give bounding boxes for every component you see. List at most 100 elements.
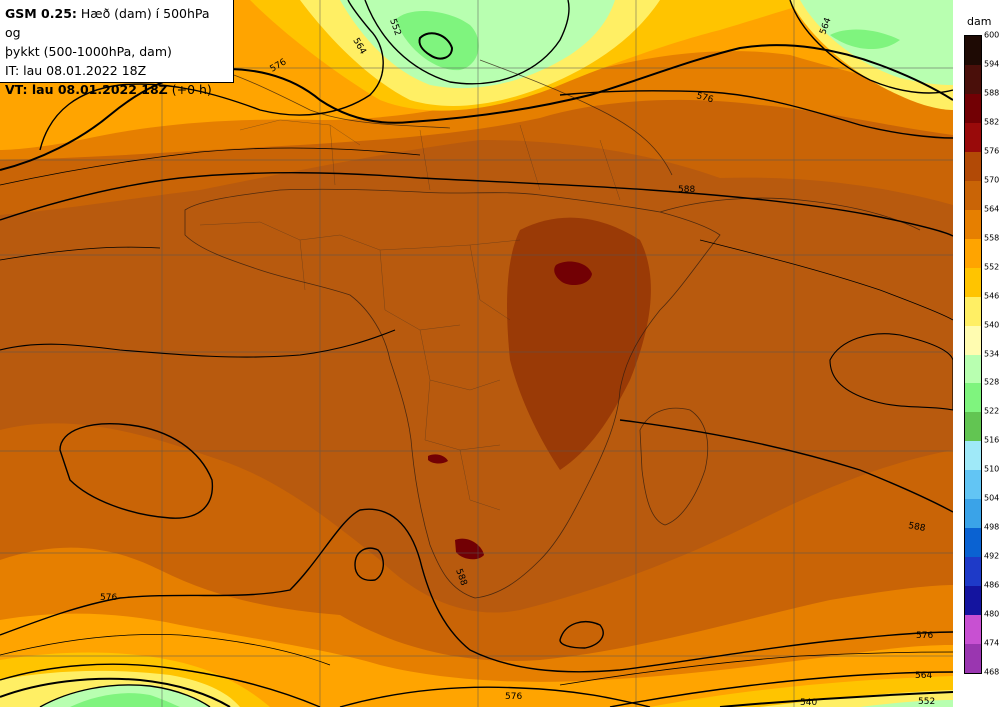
legend-tick-528: 528 bbox=[984, 377, 1000, 387]
fill-558-band-south bbox=[0, 613, 953, 707]
fill-588-high-2 bbox=[455, 538, 484, 560]
legend-tick-540: 540 bbox=[984, 320, 1000, 330]
label-576-sw: 576 bbox=[100, 593, 117, 603]
fill-588-high-1 bbox=[554, 261, 592, 286]
legend-tick-516: 516 bbox=[984, 435, 1000, 445]
contour-thin-n1 bbox=[0, 147, 421, 186]
legend-tick-480: 480 bbox=[984, 609, 1000, 619]
valid-time-offset: (+0 h) bbox=[171, 82, 212, 97]
label-576-s: 576 bbox=[505, 692, 522, 702]
legend-tick-576: 576 bbox=[984, 146, 1000, 156]
legend-swatch-552 bbox=[965, 238, 981, 269]
fill-588-high-3 bbox=[428, 454, 448, 464]
label-576-se: 576 bbox=[916, 631, 933, 641]
contour-582-mid bbox=[0, 329, 396, 358]
legend-color-bar bbox=[964, 35, 982, 674]
legend-swatch-474 bbox=[965, 615, 981, 645]
legend-swatch-498 bbox=[965, 499, 981, 529]
legend-swatch-468 bbox=[965, 644, 981, 674]
geopotential-map: 564 552 576 564 576 588 588 576 576 564 … bbox=[0, 0, 953, 707]
contour-thin-s2 bbox=[559, 651, 953, 686]
legend-unit-label: dam bbox=[967, 15, 992, 28]
legend-swatch-534 bbox=[965, 325, 981, 355]
contour-576-sw bbox=[0, 508, 953, 673]
contour-564-ne bbox=[789, 0, 953, 94]
contour-576-n bbox=[559, 90, 953, 139]
fill-534-band-south bbox=[70, 693, 180, 707]
contour-540-s bbox=[39, 684, 211, 707]
legend-tick-510: 510 bbox=[984, 464, 1000, 474]
country-borders bbox=[199, 119, 621, 511]
label-588-e: 588 bbox=[907, 521, 926, 534]
fill-534-band-north bbox=[395, 10, 900, 71]
contour-588-n bbox=[0, 172, 953, 237]
legend-tick-486: 486 bbox=[984, 580, 1000, 590]
legend-tick-546: 546 bbox=[984, 291, 1000, 301]
legend-tick-564: 564 bbox=[984, 204, 1000, 214]
info-line-1: GSM 0.25: Hæð (dam) í 500hPa og bbox=[5, 4, 228, 42]
legend-tick-552: 552 bbox=[984, 262, 1000, 272]
label-576-n: 576 bbox=[695, 91, 714, 105]
legend-swatch-480 bbox=[965, 586, 981, 616]
legend-swatch-540 bbox=[965, 296, 981, 327]
map-area[interactable]: 564 552 576 564 576 588 588 576 576 564 … bbox=[0, 0, 953, 707]
legend-swatch-510 bbox=[965, 441, 981, 471]
color-legend: dam 600 594 588 582 576 570 564 558 552 546 540 534… bbox=[953, 0, 1000, 707]
legend-tick-522: 522 bbox=[984, 406, 1000, 416]
contour-552-sw bbox=[0, 677, 231, 707]
contour-thin-s1 bbox=[0, 633, 331, 666]
contour-552-se bbox=[719, 691, 953, 707]
fill-582-east-africa bbox=[507, 217, 651, 470]
contour-576-s bbox=[339, 686, 651, 707]
legend-swatch-576 bbox=[965, 122, 981, 153]
model-name: GSM 0.25: bbox=[5, 6, 77, 21]
description-line-1: Hæð (dam) í 500hPa og bbox=[5, 6, 210, 40]
label-588-ne: 588 bbox=[678, 185, 695, 195]
coastlines bbox=[184, 59, 921, 599]
legend-swatch-504 bbox=[965, 470, 981, 500]
legend-tick-570: 570 bbox=[984, 175, 1000, 185]
legend-swatch-546 bbox=[965, 267, 981, 298]
label-552-se: 552 bbox=[918, 697, 935, 707]
legend-tick-594: 594 bbox=[984, 59, 1000, 69]
label-564-se: 564 bbox=[915, 671, 932, 681]
description-line-2: þykkt (500-1000hPa, dam) bbox=[5, 44, 172, 59]
fill-552-band-south bbox=[0, 652, 953, 707]
info-box: GSM 0.25: Hæð (dam) í 500hPa og þykkt (5… bbox=[0, 0, 234, 97]
legend-swatch-582 bbox=[965, 93, 981, 124]
legend-swatch-516 bbox=[965, 412, 981, 442]
contour-552-n bbox=[364, 0, 570, 85]
legend-swatch-486 bbox=[965, 557, 981, 587]
graticule bbox=[0, 0, 953, 707]
contour-570-circle bbox=[354, 547, 384, 582]
legend-swatch-492 bbox=[965, 528, 981, 558]
contour-588-e bbox=[619, 419, 953, 513]
contour-564-nw bbox=[39, 0, 384, 151]
legend-swatch-528 bbox=[965, 354, 981, 384]
legend-tick-498: 498 bbox=[984, 522, 1000, 532]
legend-tick-582: 582 bbox=[984, 117, 1000, 127]
legend-tick-558: 558 bbox=[984, 233, 1000, 243]
contour-576-small bbox=[559, 621, 604, 649]
contour-564-south bbox=[0, 663, 321, 707]
legend-tick-474: 474 bbox=[984, 638, 1000, 648]
legend-swatch-570 bbox=[965, 151, 981, 182]
legend-swatch-558 bbox=[965, 209, 981, 240]
fill-540-band-north bbox=[340, 0, 953, 89]
legend-tick-600: 600 bbox=[984, 30, 1000, 40]
legend-swatch-588 bbox=[965, 64, 981, 95]
contours bbox=[0, 0, 953, 707]
contour-582-ind-east bbox=[829, 333, 953, 411]
valid-time-line: VT: lau 08.01.2022 18Z (+0 h) bbox=[5, 80, 228, 99]
contour-thin-e1 bbox=[699, 239, 953, 321]
valid-time: VT: lau 08.01.2022 18Z bbox=[5, 82, 168, 97]
legend-swatch-564 bbox=[965, 180, 981, 211]
legend-tick-492: 492 bbox=[984, 551, 1000, 561]
contour-588-south-atl bbox=[59, 423, 214, 519]
legend-tick-588: 588 bbox=[984, 88, 1000, 98]
legend-tick-468: 468 bbox=[984, 667, 1000, 677]
label-540-s: 540 bbox=[800, 698, 817, 707]
legend-tick-504: 504 bbox=[984, 493, 1000, 503]
contour-thin-w1 bbox=[0, 246, 161, 261]
